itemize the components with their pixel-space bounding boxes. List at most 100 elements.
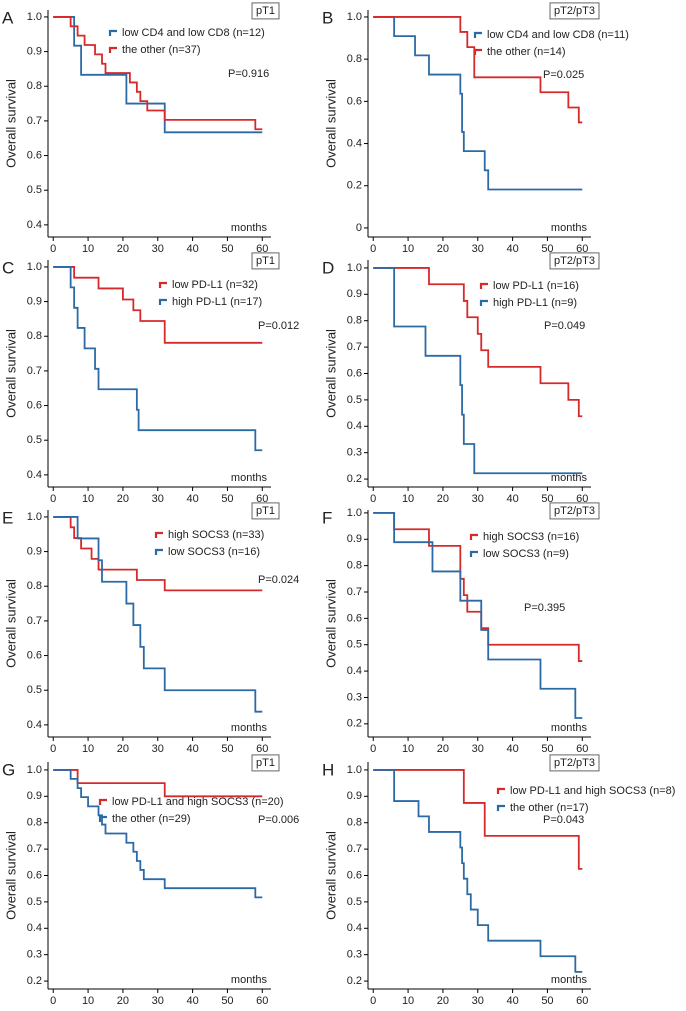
legend-icon: [108, 46, 117, 53]
y-tick-label: 0.4: [347, 137, 362, 149]
y-tick-label: 0.4: [27, 219, 42, 231]
survival-curve: [53, 266, 263, 344]
y-tick-label: 1.0: [347, 262, 362, 274]
survival-curve: [53, 16, 263, 131]
x-tick-label: 40: [186, 243, 198, 255]
x-tick-label: 30: [152, 243, 164, 255]
x-tick-label: 10: [402, 743, 414, 755]
legend-label: low PD-L1 (n=16): [493, 280, 579, 292]
x-tick-label: 50: [221, 743, 233, 755]
y-tick-label: 0.7: [27, 615, 42, 627]
legend-icon: [469, 533, 478, 540]
stage-label: pT1: [256, 5, 275, 17]
y-tick-label: 0.2: [347, 975, 362, 987]
x-tick-label: 60: [576, 995, 588, 1007]
x-tick-label: 30: [472, 995, 484, 1007]
y-tick-label: 0.8: [347, 817, 362, 829]
y-tick-label: 0.6: [347, 367, 362, 379]
survival-curve: [373, 267, 583, 418]
legend-icon: [158, 281, 167, 288]
legend-label: low PD-L1 and high SOCS3 (n=8): [510, 785, 675, 797]
y-tick-label: 0.6: [347, 869, 362, 881]
x-tick-label: 20: [117, 743, 129, 755]
legend-label: the other (n=14): [487, 46, 566, 58]
legend-label: high PD-L1 (n=9): [493, 297, 577, 309]
y-tick-label: 0.8: [347, 315, 362, 327]
survival-curve: [53, 516, 263, 592]
y-axis-title: Overall survival: [323, 831, 338, 920]
stage-box: [251, 252, 280, 270]
x-axis-title: months: [231, 222, 268, 234]
survival-curve: [373, 16, 583, 191]
y-tick-label: 0.9: [27, 790, 42, 802]
x-tick-label: 30: [152, 743, 164, 755]
x-tick-label: 40: [506, 995, 518, 1007]
y-axis-title: Overall survival: [323, 329, 338, 418]
x-tick-label: 40: [506, 243, 518, 255]
y-tick-label: 1.0: [27, 511, 42, 523]
panel-label: A: [2, 8, 14, 27]
p-value: P=0.006: [258, 814, 299, 826]
y-tick-label: 0.2: [347, 180, 362, 192]
x-tick-label: 40: [506, 493, 518, 505]
x-tick-label: 30: [472, 243, 484, 255]
x-tick-label: 20: [117, 995, 129, 1007]
survival-curve: [373, 16, 583, 124]
y-tick-label: 0: [356, 222, 362, 234]
x-tick-label: 10: [402, 243, 414, 255]
legend-icon: [108, 29, 117, 36]
y-tick-label: 0.4: [27, 719, 42, 731]
x-axis-title: months: [231, 974, 268, 986]
x-tick-label: 10: [82, 743, 94, 755]
y-tick-label: 0.8: [27, 80, 42, 92]
y-tick-label: 0.7: [347, 586, 362, 598]
panel-label: D: [322, 258, 334, 277]
p-value: P=0.395: [524, 602, 565, 614]
stage-box: [549, 754, 600, 772]
y-tick-label: 0.9: [347, 533, 362, 545]
y-tick-label: 0.4: [347, 420, 362, 432]
x-axis-title: months: [551, 222, 588, 234]
y-tick-label: 1.0: [27, 764, 42, 776]
survival-curve: [373, 267, 583, 475]
y-tick-label: 0.5: [27, 184, 42, 196]
y-tick-label: 0.4: [347, 665, 362, 677]
x-axis-title: months: [551, 472, 588, 484]
y-tick-label: 0.9: [347, 790, 362, 802]
y-tick-label: 1.0: [347, 507, 362, 519]
stage-box: [549, 502, 600, 520]
y-tick-label: 0.7: [347, 843, 362, 855]
stage-label: pT1: [256, 757, 275, 769]
legend-label: low CD4 and low CD8 (n=12): [122, 27, 265, 39]
y-tick-label: 1.0: [347, 764, 362, 776]
x-tick-label: 20: [437, 743, 449, 755]
x-tick-label: 40: [186, 995, 198, 1007]
x-tick-label: 60: [576, 493, 588, 505]
x-tick-label: 0: [50, 995, 56, 1007]
legend-icon: [98, 815, 107, 822]
legend-icon: [98, 798, 107, 805]
x-tick-label: 50: [541, 243, 553, 255]
x-tick-label: 10: [82, 493, 94, 505]
x-tick-label: 0: [370, 493, 376, 505]
x-tick-label: 0: [50, 743, 56, 755]
legend-label: the other (n=29): [112, 813, 191, 825]
y-tick-label: 0.8: [27, 817, 42, 829]
x-tick-label: 0: [370, 995, 376, 1007]
y-tick-label: 1.0: [27, 11, 42, 23]
legend-icon: [158, 298, 167, 305]
legend-label: the other (n=37): [122, 44, 201, 56]
legend-icon: [473, 31, 482, 38]
legend-icon: [154, 548, 163, 555]
y-tick-label: 0.6: [27, 869, 42, 881]
x-tick-label: 60: [256, 493, 268, 505]
survival-curve: [373, 769, 583, 870]
y-tick-label: 0.6: [27, 399, 42, 411]
y-tick-label: 0.9: [27, 295, 42, 307]
survival-curve: [373, 512, 583, 662]
x-tick-label: 10: [402, 995, 414, 1007]
x-tick-label: 60: [256, 995, 268, 1007]
panel-label: C: [2, 258, 14, 277]
legend-icon: [469, 550, 478, 557]
